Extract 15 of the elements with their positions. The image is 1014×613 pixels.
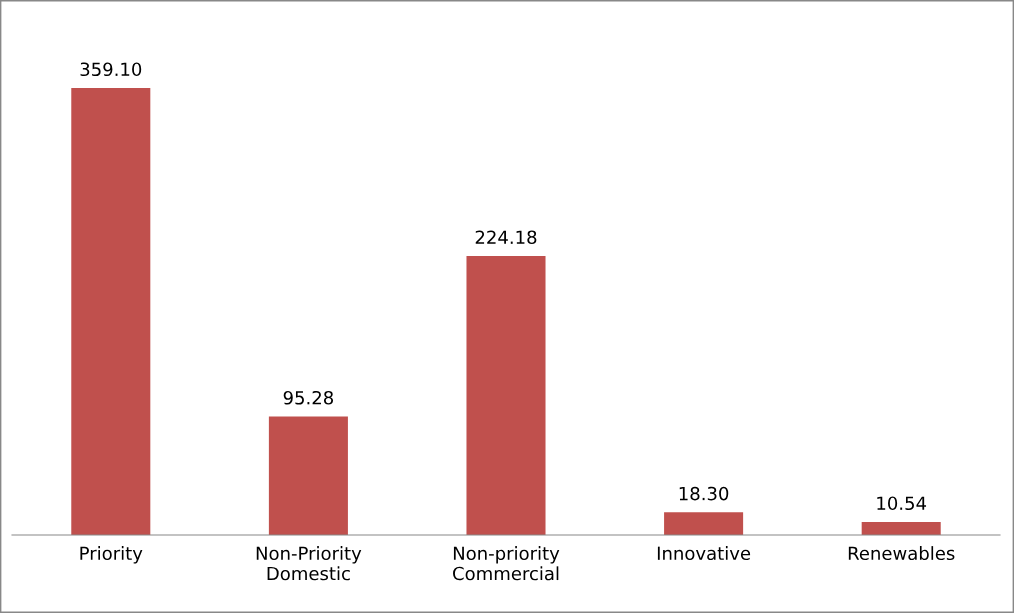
bar [664, 512, 744, 535]
x-tick-label: Innovative [657, 546, 751, 561]
data-label: 18.30 [679, 486, 729, 501]
data-label: 10.54 [877, 496, 927, 511]
data-label: 95.28 [283, 390, 334, 405]
bar [268, 416, 348, 535]
x-tick-label: Renewables [848, 546, 955, 561]
data-label: 359.10 [80, 62, 142, 77]
x-tick-label: Priority [80, 546, 143, 564]
data-label: 224.18 [475, 230, 537, 245]
x-tick-label: Non-Priority Domestic [256, 546, 362, 581]
x-tick-label: Non-priority Commercial [453, 546, 560, 581]
bar [861, 521, 941, 535]
bar [466, 255, 546, 535]
bar [71, 87, 151, 535]
